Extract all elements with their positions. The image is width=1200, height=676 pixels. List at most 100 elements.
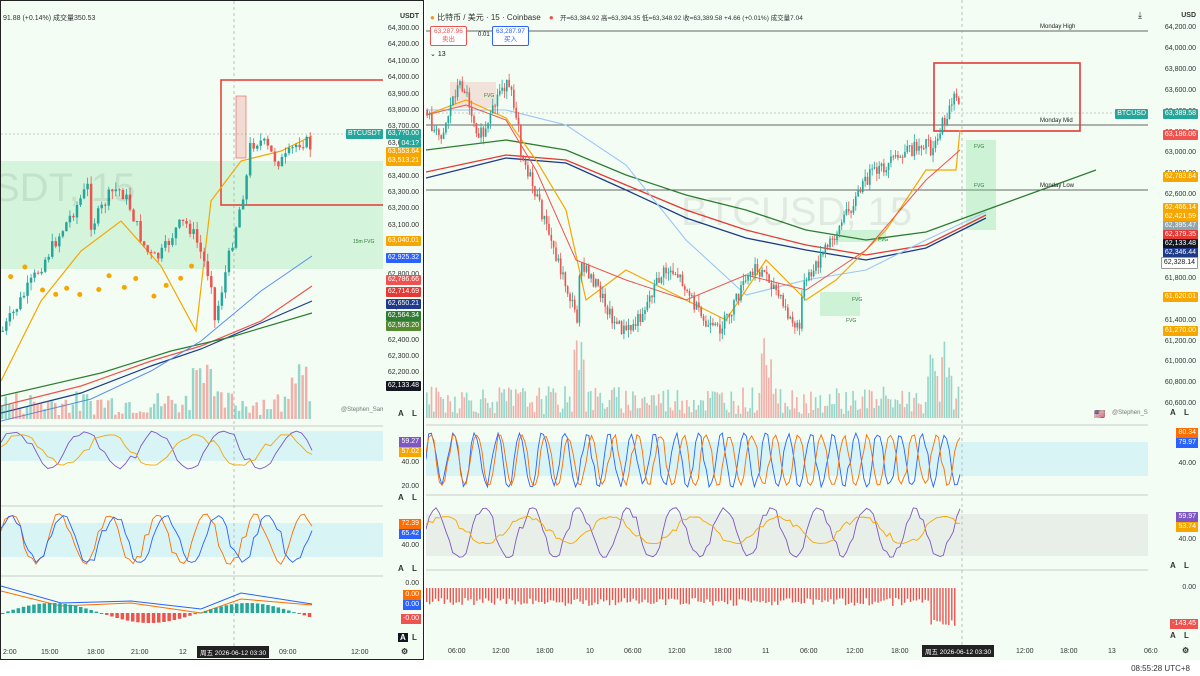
left-volume-bar bbox=[227, 392, 230, 419]
indicators-toggle[interactable]: ⌄ 13 bbox=[430, 50, 446, 58]
right-stoch-log-button[interactable]: L bbox=[1184, 561, 1189, 570]
right-macd-histogram-bar bbox=[821, 588, 823, 603]
right-volume-bar bbox=[789, 409, 791, 418]
right-macd-histogram-bar bbox=[499, 588, 502, 601]
right-candle bbox=[784, 306, 787, 308]
right-macd-histogram-bar bbox=[880, 588, 882, 602]
right-macd-histogram-bar bbox=[791, 588, 794, 603]
right-volume-bar bbox=[606, 407, 608, 418]
right-candle bbox=[498, 90, 501, 95]
right-macd-log-button[interactable]: L bbox=[1184, 631, 1189, 640]
left-volume-bar bbox=[114, 414, 117, 419]
right-candle bbox=[831, 238, 834, 240]
left-stoch-log-button[interactable]: L bbox=[412, 564, 417, 573]
fvg-label: FVG bbox=[852, 297, 863, 303]
right-volume-bar bbox=[496, 401, 498, 418]
left-rsi-log-button[interactable]: L bbox=[412, 493, 417, 502]
left-chart-canvas[interactable] bbox=[1, 1, 385, 660]
buy-button[interactable]: 63,287.97 买入 bbox=[492, 26, 529, 46]
right-volume-bar bbox=[461, 392, 463, 418]
left-log-scale-button[interactable]: L bbox=[412, 409, 417, 418]
download-icon[interactable]: ⤓ bbox=[1138, 10, 1142, 20]
right-candle bbox=[801, 296, 803, 329]
right-macd-histogram-bar bbox=[676, 588, 679, 600]
right-stoch-auto-button[interactable]: A bbox=[1170, 561, 1176, 570]
left-macd-histogram-bar bbox=[271, 606, 275, 613]
right-candle bbox=[843, 214, 845, 223]
right-candle bbox=[866, 176, 869, 185]
right-settings-icon[interactable]: ⚙ bbox=[1182, 646, 1190, 655]
left-currency-label[interactable]: USDT bbox=[399, 13, 419, 20]
right-macd-histogram-bar bbox=[697, 588, 699, 602]
right-macd-histogram-bar bbox=[777, 588, 779, 605]
left-volume-bar bbox=[234, 405, 237, 419]
right-volume-bar bbox=[763, 338, 765, 418]
right-symbol-title[interactable]: 比特币 / 美元 · 15 · Coinbase bbox=[437, 13, 541, 22]
right-volume-bar bbox=[440, 397, 442, 418]
spread-value: 0.01 bbox=[478, 32, 490, 38]
right-auto-scale-button[interactable]: A bbox=[1170, 408, 1176, 417]
left-macd-indicator-tick: 0.00 bbox=[405, 580, 419, 587]
right-macd-histogram-bar bbox=[895, 588, 897, 599]
right-volume-bar bbox=[938, 401, 941, 418]
left-candle bbox=[308, 136, 312, 150]
right-volume-bar bbox=[437, 391, 440, 418]
right-macd-histogram-bar bbox=[511, 588, 513, 601]
left-volume-bar bbox=[241, 400, 244, 419]
right-macd-histogram-bar bbox=[930, 588, 932, 625]
left-volume-bar bbox=[128, 402, 131, 419]
right-macd-histogram-bar bbox=[945, 588, 947, 625]
left-candle bbox=[164, 241, 167, 248]
right-macd-auto-button[interactable]: A bbox=[1170, 631, 1176, 640]
left-chart-panel[interactable]: SDT, 15 91.88 (+0.14%) 成交量350.53 15m FVG… bbox=[0, 0, 424, 660]
left-macd-histogram-bar bbox=[131, 613, 135, 622]
left-macd-log-button[interactable]: L bbox=[412, 633, 417, 642]
right-volume-bar bbox=[751, 387, 754, 418]
right-candle bbox=[927, 139, 930, 141]
right-candle bbox=[438, 129, 440, 136]
left-macd-histogram-bar bbox=[250, 603, 255, 613]
right-volume-bar bbox=[770, 359, 772, 418]
clock[interactable]: 08:55:28 UTC+8 bbox=[1131, 664, 1190, 673]
right-volume-bar bbox=[728, 412, 730, 418]
right-candle bbox=[627, 324, 630, 330]
right-price-tick: 64,200.00 bbox=[1164, 24, 1196, 31]
left-volume-bar bbox=[107, 400, 110, 419]
right-watermark: BTCUSD, 15 bbox=[681, 190, 913, 234]
right-macd-histogram-bar bbox=[620, 588, 623, 602]
left-signal-marker bbox=[64, 285, 70, 291]
right-candle bbox=[932, 148, 934, 156]
left-price-axis[interactable]: USDT 64,300.00 64,200.00 64,100.00 64,000.0… bbox=[345, 1, 423, 659]
right-candle bbox=[791, 316, 794, 323]
right-price-axis[interactable]: USD 64,200.00 64,000.00 63,800.00 63,600.00… bbox=[1115, 0, 1200, 660]
right-volume-bar bbox=[500, 392, 503, 418]
right-candle bbox=[847, 209, 850, 212]
sell-button[interactable]: 63,287.96 卖出 bbox=[430, 26, 467, 46]
right-log-scale-button[interactable]: L bbox=[1184, 408, 1189, 417]
right-candle bbox=[712, 322, 714, 326]
left-rsi-indicator-value: 57.02 bbox=[399, 447, 421, 457]
right-current-price-tag: 63,389.58 bbox=[1162, 109, 1198, 119]
right-volume-bar bbox=[711, 391, 714, 418]
right-candle bbox=[641, 314, 644, 323]
right-chart-panel[interactable]: BTCUSD, 15 ● 比特币 / 美元 · 15 · Coinbase ● … bbox=[426, 0, 1200, 660]
right-volume-bar bbox=[575, 340, 578, 418]
right-macd-histogram-bar bbox=[915, 588, 918, 601]
left-rsi-auto-button[interactable]: A bbox=[398, 493, 404, 502]
right-volume-bar bbox=[931, 358, 934, 418]
left-settings-icon[interactable]: ⚙ bbox=[401, 647, 409, 656]
left-macd-auto-button[interactable]: A bbox=[398, 633, 408, 642]
left-auto-scale-button[interactable]: A bbox=[398, 409, 404, 418]
right-stoch-line bbox=[426, 507, 961, 558]
right-macd-histogram-bar bbox=[774, 588, 776, 602]
right-currency-label[interactable]: USD bbox=[1181, 12, 1196, 19]
right-volume-bar bbox=[878, 405, 880, 418]
right-candle bbox=[782, 294, 784, 307]
right-chart-canvas[interactable] bbox=[426, 0, 1148, 660]
left-macd-histogram-bar bbox=[84, 608, 88, 613]
right-volume-bar bbox=[842, 413, 845, 418]
right-volume-bar bbox=[592, 409, 594, 418]
left-stoch-auto-button[interactable]: A bbox=[398, 564, 404, 573]
alert-icon[interactable]: ● bbox=[548, 13, 554, 22]
right-macd-histogram-bar bbox=[830, 588, 832, 600]
